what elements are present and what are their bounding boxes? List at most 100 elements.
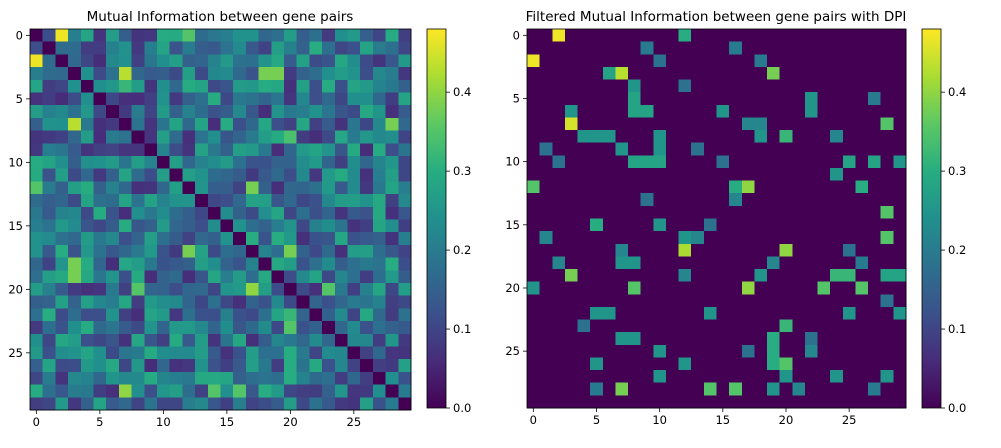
heatmap-cell [220,371,234,386]
heatmap-cell [779,382,793,396]
heatmap-cell [842,167,856,182]
heatmap-cell [55,194,69,208]
heatmap-cell [385,346,399,360]
heatmap-cell [855,218,869,232]
heatmap-cell [106,168,120,182]
heatmap-cell [93,371,107,386]
heatmap-cell [678,167,692,182]
heatmap-cell [767,54,781,68]
heatmap-cell [590,155,604,169]
heatmap-cell [577,180,591,194]
heatmap-cell [590,281,604,295]
heatmap-cell [754,218,768,232]
heatmap-cell [385,283,399,297]
heatmap-cell [245,333,260,347]
heatmap-cell [729,66,743,81]
heatmap-cell [398,346,412,360]
heatmap-cell [258,333,272,347]
heatmap-cell [157,117,171,132]
heatmap-cell [842,218,856,232]
heatmap-cell [804,92,819,106]
heatmap-cell [678,130,692,144]
heatmap-cell [804,294,819,308]
heatmap-cell [220,384,234,398]
heatmap-cell [792,92,806,106]
heatmap-cell [703,117,717,131]
heatmap-cell [804,344,819,358]
heatmap-cell [527,332,541,346]
heatmap-cell [245,156,260,170]
heatmap-cell [55,219,69,233]
heatmap-cell [665,54,680,68]
heatmap-cell [590,256,604,270]
heatmap-cell [842,231,856,245]
colorbar-tick-label: 0.1 [948,322,966,336]
heatmap-cell [347,384,361,398]
heatmap-cell [817,66,831,81]
heatmap-cell [868,155,882,169]
heatmap-cell [30,29,44,43]
heatmap-cell [741,155,755,169]
heatmap-cell [880,205,894,219]
heatmap-cell [296,283,310,297]
heatmap-cell [665,382,680,396]
heatmap-cell [309,117,323,132]
heatmap-cell [767,155,781,169]
heatmap-cell [144,79,158,93]
heatmap-cell [322,67,336,81]
heatmap-cell [527,79,541,93]
heatmap-cell [577,29,591,43]
heatmap-cell [602,256,616,270]
heatmap-cell [169,168,183,182]
heatmap-cell [880,256,894,270]
heatmap-cell [258,384,272,398]
heatmap-cell [539,344,553,358]
heatmap-cell [880,142,894,156]
heatmap-cell [653,167,667,182]
heatmap-cell [564,294,579,308]
heatmap-cell [754,117,768,131]
heatmap-cell [233,295,247,309]
heatmap-cell [30,206,44,220]
heatmap-cell [334,168,348,182]
heatmap-cell [118,359,133,373]
heatmap-cell [552,92,566,106]
heatmap-cell [169,181,183,195]
heatmap-cell [80,130,94,144]
heatmap-cell [398,371,412,386]
heatmap-cell [893,256,907,270]
heatmap-cell [169,397,183,411]
heatmap-cell [296,206,310,220]
heatmap-cell [144,244,158,259]
heatmap-cell [131,206,145,220]
heatmap-cell [30,232,44,246]
x-tick-label: 5 [96,415,103,429]
heatmap-cell [55,130,69,144]
heatmap-cell [678,395,692,409]
heatmap-cell [334,384,348,398]
heatmap-cell [564,370,579,384]
heatmap-cell [169,156,183,170]
heatmap-cell [322,79,336,93]
heatmap-cell [284,257,298,271]
heatmap-cell [347,194,361,208]
heatmap-cell [131,397,145,411]
heatmap-cell [334,79,348,93]
heatmap-cell [564,180,579,194]
heatmap-cell [665,231,680,245]
heatmap-cell [347,168,361,182]
heatmap-cell [182,206,196,220]
heatmap-cell [855,92,869,106]
heatmap-cell [817,180,831,194]
heatmap-cell [144,181,158,195]
heatmap-cell [691,256,705,270]
heatmap-cell [539,41,553,55]
heatmap-cell [615,269,629,283]
heatmap-cell [93,105,107,119]
heatmap-cell [347,270,361,284]
heatmap-cell [347,92,361,106]
heatmap-cell [552,117,566,131]
heatmap-cell [182,41,196,55]
heatmap-cell [539,319,553,333]
heatmap-cell [691,155,705,169]
